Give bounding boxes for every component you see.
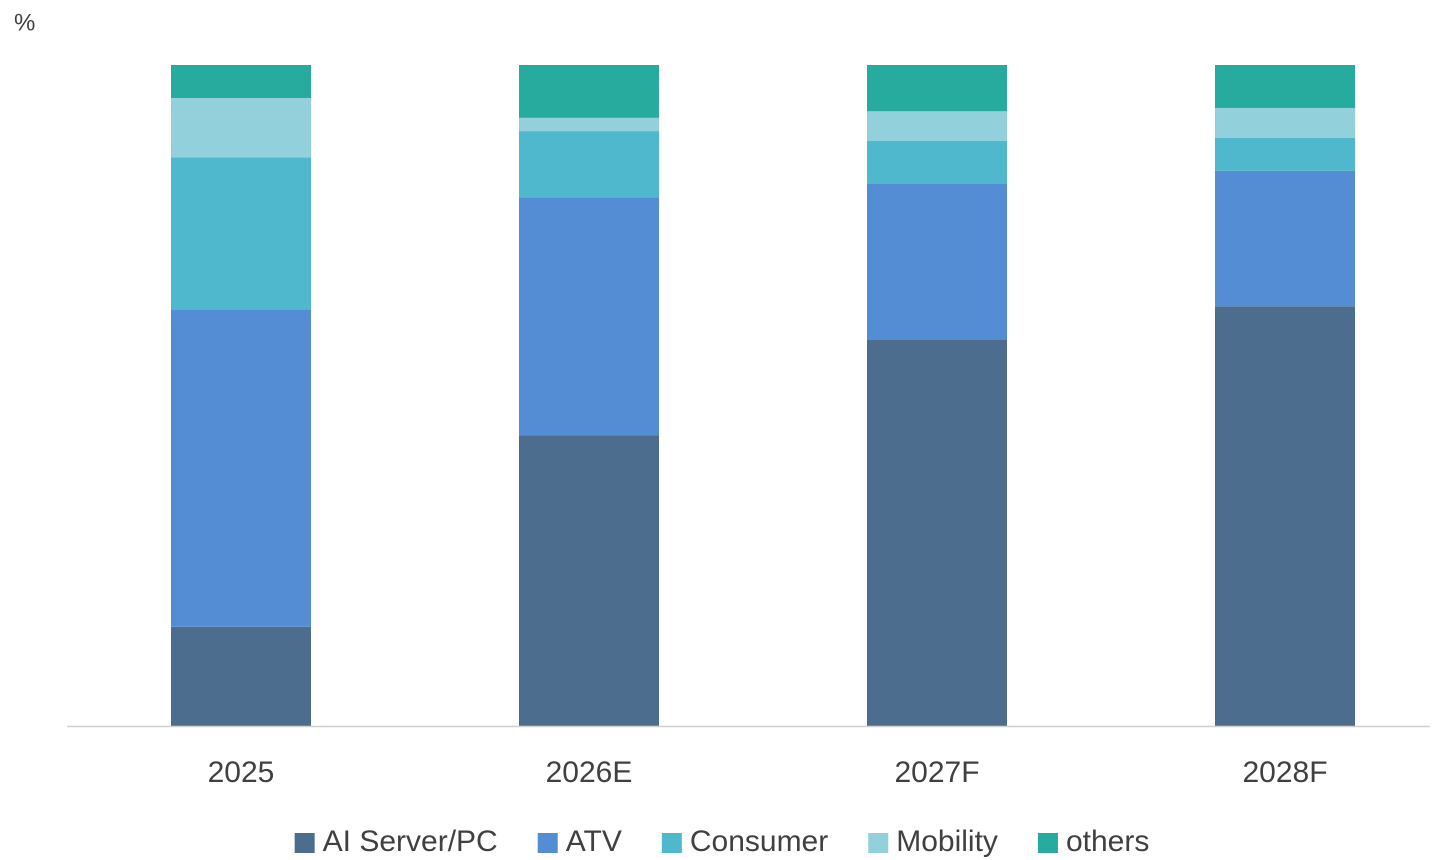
bar-segment — [867, 111, 1007, 142]
bar-segment — [519, 117, 659, 132]
legend-label: AI Server/PC — [323, 825, 498, 858]
bar-segment — [519, 65, 659, 118]
legend-swatch — [661, 833, 682, 853]
legend-label: others — [1066, 825, 1149, 858]
bar-segment — [867, 339, 1007, 726]
x-tick-label: 2027F — [894, 756, 979, 789]
bar-segment — [1215, 107, 1355, 138]
bar-segment — [519, 197, 659, 436]
legend-swatch — [294, 833, 315, 853]
x-tick-label: 2028F — [1242, 756, 1327, 789]
bar-segment — [171, 626, 311, 726]
legend-label: ATV — [566, 825, 622, 858]
bar-segment — [171, 65, 311, 99]
legend-swatch — [868, 833, 889, 853]
bar-segment — [171, 157, 311, 310]
x-tick-label: 2025 — [208, 756, 275, 789]
legend-label: Consumer — [690, 825, 828, 858]
bar-segment — [519, 131, 659, 198]
bar-segment — [1215, 306, 1355, 726]
legend: AI Server/PC ATV Consumer Mobility others — [294, 825, 1149, 858]
bar-segment — [867, 141, 1007, 184]
legend-label: Mobility — [896, 825, 998, 858]
bar-segment — [519, 435, 659, 726]
bar-segment — [171, 98, 311, 158]
legend-swatch — [537, 833, 558, 853]
bar-segment — [1215, 137, 1355, 171]
bar-segment — [171, 309, 311, 627]
bar-segment — [1215, 65, 1355, 108]
y-axis-label: % — [14, 9, 35, 36]
legend-swatch — [1037, 833, 1058, 853]
x-tick-label: 2026E — [546, 756, 633, 789]
bar-segment — [867, 65, 1007, 112]
bar-segment — [867, 183, 1007, 340]
bar-segment — [1215, 170, 1355, 307]
